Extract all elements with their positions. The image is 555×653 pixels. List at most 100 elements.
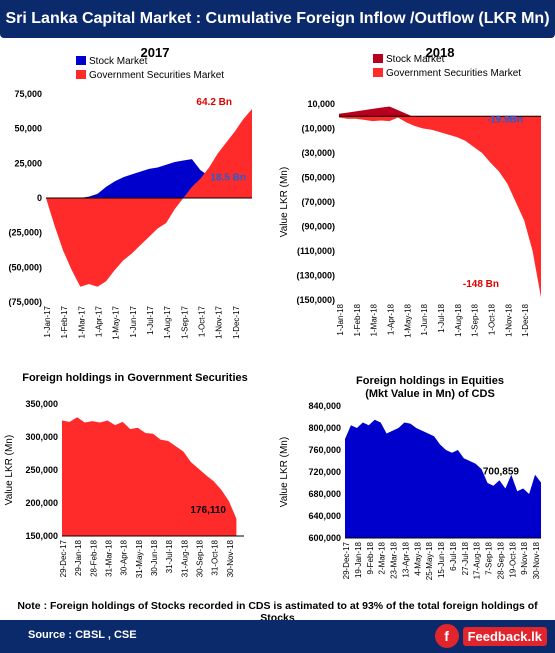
x-tick-label: 1-Feb-18 xyxy=(353,303,362,336)
data-annotation: -19.9Bn xyxy=(487,114,523,125)
y-axis-title: Value LKR (Mn) xyxy=(279,437,290,507)
y-tick-label: (50,000) xyxy=(301,173,335,183)
x-tick-label: 30-Nov-18 xyxy=(226,539,235,577)
x-tick-label: 9-Feb-18 xyxy=(366,541,375,574)
legend-label: Government Securities Market xyxy=(89,70,224,81)
x-tick-label: 31-Aug-18 xyxy=(180,539,189,577)
y-tick-label: 50,000 xyxy=(14,124,42,134)
chart-gov-holdings-title: Foreign holdings in Government Securitie… xyxy=(22,372,248,384)
x-tick-label: 28-Sep-18 xyxy=(496,541,505,579)
x-tick-label: 13-Apr-18 xyxy=(401,541,410,577)
legend-swatch xyxy=(373,54,383,63)
chart-2018-panel: 2018 10,000 (10,000) (30,000) (50,000) (70,0… xyxy=(275,40,555,365)
y-tick-label: 0 xyxy=(37,193,42,203)
chart-2017-panel: 2017 75,000 50,000 25,000 0 (25,000) (50,000)… xyxy=(0,40,275,365)
x-tick-label: 6-Jul-18 xyxy=(449,541,458,570)
source-text: Source : CBSL , CSE xyxy=(28,629,137,641)
y-tick-label: 75,000 xyxy=(14,89,42,99)
x-tick-label: 30-Apr-18 xyxy=(120,539,129,575)
y-tick-label: 800,000 xyxy=(308,423,341,433)
legend-label: Government Securities Market xyxy=(386,68,521,79)
x-tick-label: 27-Jul-18 xyxy=(461,541,470,575)
y-tick-label: (150,000) xyxy=(296,295,335,305)
feedback-logo[interactable]: f Feedback.lk xyxy=(434,624,547,648)
x-tick-label: 1-Jul-17 xyxy=(146,305,155,334)
legend-swatch xyxy=(76,70,86,79)
y-tick-label: 350,000 xyxy=(25,399,58,409)
chart-2017: 75,000 50,000 25,000 0 (25,000) (50,000) (75,0… xyxy=(8,56,252,340)
page-title: Sri Lanka Capital Market : Cumulative Fo… xyxy=(5,10,550,27)
y-axis-title: Value LKR (Mn) xyxy=(279,167,290,237)
x-tick-label: 19-Oct-18 xyxy=(508,541,517,577)
y-tick-label: (130,000) xyxy=(296,271,335,281)
chart-gov-holdings: 350,000 300,000 250,000 200,000 150,00029-De… xyxy=(4,399,244,578)
x-tick-label: 28-Feb-18 xyxy=(89,539,98,576)
page-title-banner: Sri Lanka Capital Market : Cumulative Fo… xyxy=(0,0,555,38)
series-area-1 xyxy=(339,116,541,298)
x-tick-label: 1-Jun-17 xyxy=(129,305,138,337)
data-annotation: -148 Bn xyxy=(463,279,499,290)
x-tick-label: 30-Nov-18 xyxy=(532,541,541,579)
x-tick-label: 30-Jun-18 xyxy=(150,539,159,576)
x-tick-label: 1-Jun-18 xyxy=(420,303,429,335)
x-tick-label: 1-Nov-18 xyxy=(504,303,513,336)
x-tick-label: 4-May-18 xyxy=(413,541,422,575)
y-tick-label: 300,000 xyxy=(25,432,58,442)
legend-label: Stock Market xyxy=(386,54,445,65)
series-area-0 xyxy=(62,417,237,536)
x-tick-label: 1-Sep-18 xyxy=(471,303,480,336)
x-tick-label: 25-May-18 xyxy=(425,541,434,580)
x-tick-label: 1-Nov-17 xyxy=(215,305,224,338)
y-tick-label: 250,000 xyxy=(25,465,58,475)
x-tick-label: 1-Apr-17 xyxy=(95,305,104,337)
x-tick-label: 23-Mar-18 xyxy=(390,541,399,578)
x-tick-label: 1-Mar-17 xyxy=(77,305,86,338)
x-tick-label: 1-Jan-18 xyxy=(336,303,345,335)
chart-gov-holdings-panel: Foreign holdings in Government Securitie… xyxy=(0,366,275,600)
x-tick-label: 17-Aug-18 xyxy=(473,541,482,579)
x-tick-label: 1-Jan-17 xyxy=(43,305,52,337)
x-tick-label: 15-Jun-18 xyxy=(437,541,446,578)
x-tick-label: 29-Dec-17 xyxy=(59,539,68,577)
y-tick-label: 10,000 xyxy=(307,99,335,109)
x-tick-label: 1-Dec-17 xyxy=(232,305,241,338)
x-tick-label: 1-Jul-18 xyxy=(437,303,446,332)
data-annotation: 700,859 xyxy=(483,467,520,478)
chart-equities-panel: Foreign holdings in Equities (Mkt Value … xyxy=(275,366,555,600)
data-annotation: 64.2 Bn xyxy=(196,97,232,108)
x-tick-label: 1-Aug-17 xyxy=(163,305,172,338)
footer-bar: Source : CBSL , CSE f Feedback.lk xyxy=(0,620,555,653)
legend-label: Stock Market xyxy=(89,56,148,67)
y-tick-label: 760,000 xyxy=(308,445,341,455)
y-tick-label: 680,000 xyxy=(308,489,341,499)
x-tick-label: 29-Dec-17 xyxy=(342,541,351,579)
x-tick-label: 30-Sep-18 xyxy=(196,539,205,577)
x-tick-label: 31-May-18 xyxy=(135,539,144,578)
legend-swatch xyxy=(76,56,86,65)
feedback-logo-icon: f xyxy=(434,624,459,648)
y-axis-title: Value LKR (Mn) xyxy=(4,435,15,505)
x-tick-label: 1-Apr-18 xyxy=(387,303,396,335)
chart-equities: 840,000 800,000 760,000 720,000 680,000 640,0… xyxy=(279,401,541,580)
y-tick-label: 200,000 xyxy=(25,498,58,508)
feedback-logo-text: Feedback.lk xyxy=(462,626,547,646)
chart-2017-title: 2017 xyxy=(140,45,170,60)
chart-equities-subtitle: (Mkt Value in Mn) of CDS xyxy=(365,388,495,400)
x-tick-label: 9-Nov-18 xyxy=(520,541,529,574)
chart-equities-title: Foreign holdings in Equities (Mkt Value … xyxy=(325,375,535,401)
y-tick-label: 150,000 xyxy=(25,531,58,541)
y-tick-label: 840,000 xyxy=(308,401,341,411)
data-annotation: 18.5 Bn xyxy=(210,172,246,183)
series-area-0 xyxy=(345,419,541,538)
x-tick-label: 1-Feb-17 xyxy=(60,305,69,338)
x-tick-label: 7-Sep-18 xyxy=(485,541,494,574)
x-tick-label: 1-May-18 xyxy=(403,303,412,337)
x-tick-label: 1-Mar-18 xyxy=(370,303,379,336)
legend-swatch xyxy=(373,68,383,77)
y-tick-label: 640,000 xyxy=(308,511,341,521)
x-tick-label: 1-Oct-17 xyxy=(198,305,207,337)
y-tick-label: (110,000) xyxy=(297,246,335,256)
x-tick-label: 31-Mar-18 xyxy=(105,539,114,576)
y-tick-label: (75,000) xyxy=(8,297,42,307)
x-tick-label: 19-Jan-18 xyxy=(354,541,363,578)
